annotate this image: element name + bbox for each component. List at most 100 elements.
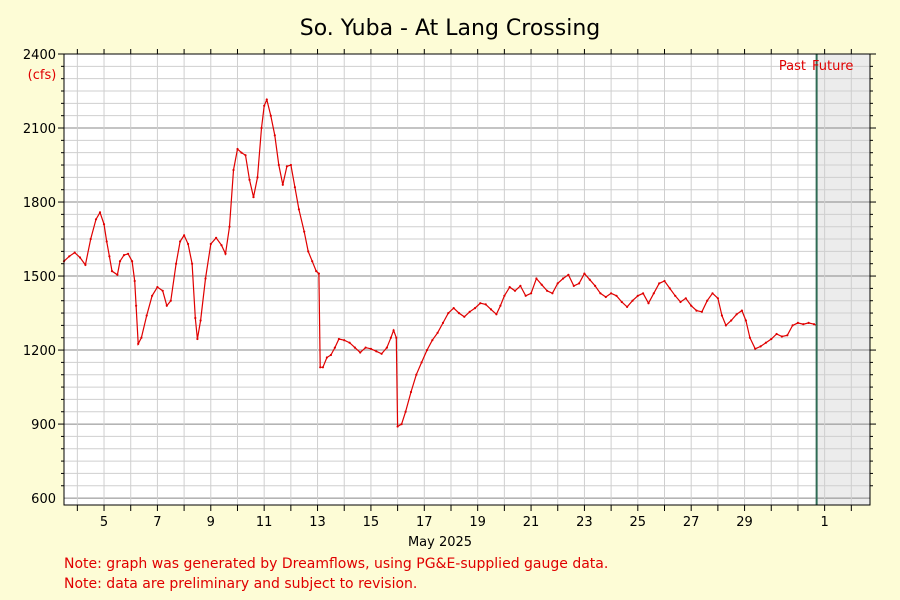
data-point (807, 321, 810, 324)
data-point (730, 319, 733, 322)
data-point (652, 292, 655, 295)
data-point (716, 297, 720, 300)
data-point (447, 312, 450, 315)
data-point (546, 289, 549, 292)
data-point (604, 295, 607, 299)
data-point (556, 282, 559, 285)
data-point (215, 236, 218, 239)
data-point (183, 234, 186, 237)
data-point (562, 277, 565, 280)
data-point (325, 356, 328, 359)
data-point (415, 373, 418, 376)
x-tick-label: 9 (207, 515, 215, 530)
chart-title: So. Yuba - At Lang Crossing (300, 16, 601, 41)
data-point (375, 350, 378, 353)
data-point (256, 176, 259, 179)
data-point (260, 126, 263, 130)
data-point (583, 272, 586, 275)
data-point (706, 299, 709, 302)
past-label: Past (779, 59, 806, 74)
data-point (68, 255, 71, 258)
data-point (252, 196, 255, 199)
data-point (610, 292, 613, 295)
data-point (140, 336, 143, 339)
data-point (131, 260, 134, 263)
data-point (209, 242, 212, 246)
data-point (84, 263, 87, 266)
data-point (98, 211, 102, 214)
data-point (281, 183, 284, 186)
data-point (232, 168, 235, 172)
data-point (567, 273, 570, 276)
data-point (754, 347, 757, 350)
data-point (89, 237, 92, 241)
data-point (319, 366, 322, 369)
data-point (263, 104, 266, 107)
data-point (73, 251, 76, 254)
data-point (337, 337, 340, 341)
data-point (764, 341, 768, 344)
data-point (780, 335, 784, 338)
data-point (169, 299, 172, 302)
x-tick-label: 17 (416, 515, 433, 530)
x-tick-label: 19 (469, 515, 486, 530)
data-point (343, 339, 346, 342)
data-point (248, 178, 251, 181)
data-point (642, 292, 645, 295)
data-point (431, 339, 434, 342)
data-point (626, 305, 629, 308)
data-point (540, 283, 543, 286)
data-point (329, 353, 332, 357)
data-point (791, 324, 794, 327)
data-point (700, 310, 704, 313)
data-point (220, 244, 223, 247)
y-tick-label: 2100 (23, 122, 56, 137)
data-point (135, 304, 138, 307)
data-point (770, 337, 773, 341)
x-tick-label: 25 (630, 515, 647, 530)
future-label: Future (812, 59, 853, 74)
data-point (452, 307, 455, 310)
data-point (348, 341, 351, 344)
data-point (436, 331, 439, 334)
data-point (228, 225, 231, 228)
data-point (535, 277, 538, 280)
x-tick-label: 1 (820, 515, 828, 530)
data-point (265, 98, 268, 101)
data-point (161, 289, 164, 292)
data-point (668, 287, 671, 290)
data-point (759, 345, 762, 348)
data-point (636, 294, 639, 297)
data-point (503, 294, 506, 297)
data-point (133, 279, 136, 283)
data-point (457, 312, 461, 315)
data-point (647, 302, 650, 305)
data-point (204, 277, 207, 280)
data-point (400, 423, 403, 426)
x-tick-label: 7 (153, 515, 161, 530)
data-point (224, 252, 227, 255)
data-point (594, 284, 597, 287)
data-point (740, 309, 744, 312)
data-point (674, 294, 677, 297)
y-tick-label: 900 (31, 418, 56, 433)
y-tick-label: 1800 (23, 196, 56, 211)
data-point (285, 165, 288, 168)
data-point (199, 319, 202, 322)
data-point (311, 260, 314, 263)
data-point (369, 347, 372, 350)
data-point (78, 256, 82, 259)
data-point (289, 163, 292, 167)
data-point (244, 154, 247, 157)
data-point (108, 255, 111, 258)
x-tick-label: 27 (683, 515, 700, 530)
data-point (317, 272, 320, 275)
data-point (175, 262, 178, 265)
series-line (63, 97, 817, 428)
data-point (321, 366, 324, 369)
grid-lines (64, 53, 870, 505)
x-tick-label: 5 (100, 515, 108, 530)
y-axis-unit: (cfs) (28, 68, 57, 83)
data-point (269, 114, 272, 117)
x-tick-label: 21 (523, 515, 540, 530)
